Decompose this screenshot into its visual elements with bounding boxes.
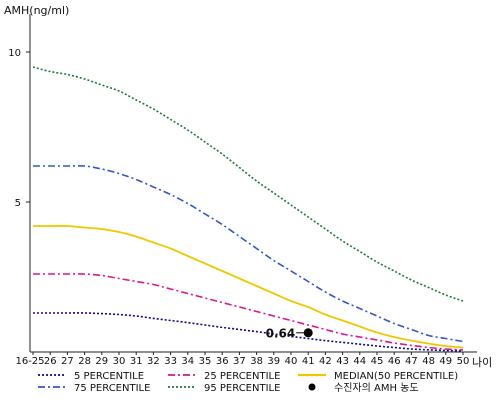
x-tick-label: 26 [44,356,57,367]
legend: 5 PERCENTILE 25 PERCENTILE MEDIAN(50 PERCE… [38,371,458,394]
legend-label: 25 PERCENTILE [204,371,280,382]
x-tick-label: 38 [250,356,263,367]
legend-swatch-patient-point [308,383,316,391]
patient-point-layer: 0.64 [266,326,313,340]
x-tick-label: 37 [233,356,246,367]
legend-label: 5 PERCENTILE [74,371,144,382]
x-tick-label: 36 [216,356,229,367]
series-line-95-percentile [32,66,464,302]
x-tick-label: 50 [457,356,470,367]
x-tick-label: 29 [95,356,108,367]
legend-label: 75 PERCENTILE [74,383,150,394]
legend-label: 수진자의 AMH 농도 [334,382,419,394]
x-tick-label: 42 [319,356,332,367]
x-tick-label: 32 [147,356,160,367]
y-tick-label: 10 [8,48,21,59]
x-tick-label: 45 [371,356,384,367]
x-tick-label: 33 [164,356,177,367]
x-tick-label: 43 [336,356,349,367]
series-line-median-50-percentile- [33,225,464,349]
patient-point-marker [303,328,313,338]
x-tick-label: 39 [267,356,280,367]
x-tick-label: 40 [285,356,298,367]
axes: AMH(ng/ml) 나이 5 10 16-25 26 27 28 29 30 31 32 33 34 35… [4,4,492,369]
patient-point-label: 0.64 [266,326,296,340]
series-line-25-percentile [32,273,464,351]
x-tick-label: 49 [439,356,452,367]
x-tick-label: 47 [405,356,418,367]
series-line-75-percentile [33,164,464,343]
x-tick-label: 30 [113,356,126,367]
legend-label: 95 PERCENTILE [204,383,280,394]
x-tick-label: 35 [199,356,212,367]
x-tick-label: 31 [130,356,143,367]
x-tick-label: 44 [353,356,366,367]
series-layer [32,66,464,352]
x-tick-label: 28 [78,356,91,367]
x-tick-label: 16-25 [15,356,44,367]
x-axis-title: 나이 [472,356,492,369]
y-axis-title: AMH(ng/ml) [4,4,69,17]
x-tick-label: 41 [302,356,315,367]
x-tick-label: 46 [388,356,401,367]
x-tick-label: 48 [422,356,435,367]
x-tick-label: 34 [181,356,194,367]
y-tick-label: 5 [15,198,21,209]
legend-label: MEDIAN(50 PERCENTILE) [334,371,458,382]
x-tick-label: 27 [61,356,74,367]
series-line-5-percentile [33,312,464,352]
